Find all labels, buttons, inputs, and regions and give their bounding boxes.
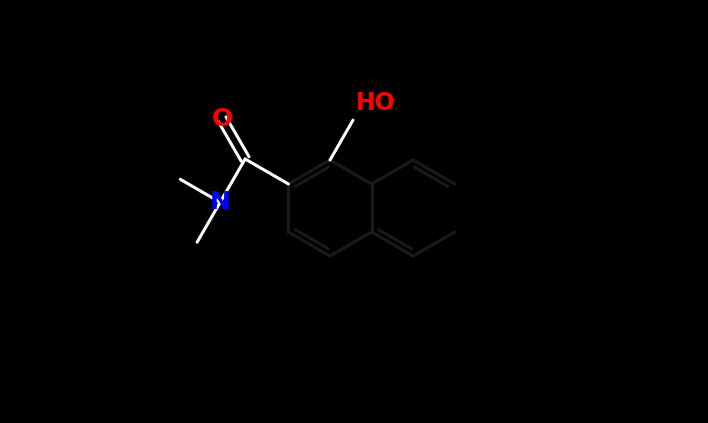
Text: N: N (210, 190, 231, 214)
Text: HO: HO (356, 91, 396, 115)
Text: O: O (212, 107, 233, 131)
